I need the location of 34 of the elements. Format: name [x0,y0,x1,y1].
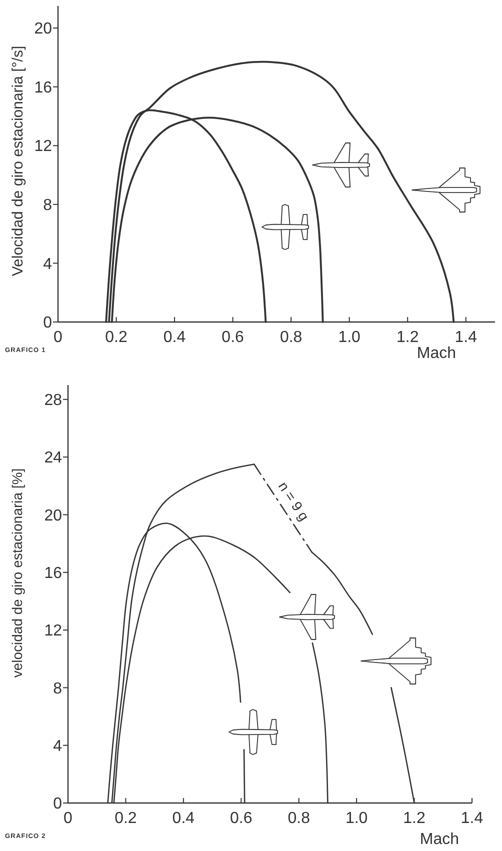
y-tick-label: 4 [43,256,52,273]
y-tick-label: 4 [53,738,62,755]
text: n = 9 g [275,478,312,524]
y-tick-label: 24 [44,450,62,467]
y-tick-label: 0 [53,796,62,813]
x-tick-label: 1.0 [338,329,361,346]
x-tick-label: 1.0 [345,810,368,827]
y-tick-label: 0 [43,314,52,332]
x-tick-label: 0 [64,810,73,827]
x-tick-label: 0.6 [222,329,244,346]
x-axis-title: Mach [416,345,456,362]
y-tick-label: 8 [53,680,62,698]
y-tick-label: 12 [44,622,62,640]
x-tick-label: 1.2 [403,810,426,827]
y-tick-label: 12 [34,138,52,156]
x-tick-label: 1.4 [460,810,484,827]
y-tick-label: 20 [34,20,52,38]
y-tick-label: 16 [34,79,52,96]
x-tick-label: 1.2 [396,329,419,346]
y-axis-title: Velocidad de giro estacionaria [°/s] [9,46,26,276]
y-tick-label: 28 [44,392,62,410]
y-tick-label: 8 [43,197,52,214]
x-tick-label: 0.2 [114,810,137,827]
y-tick-label: 16 [44,564,62,582]
x-tick-label: 0.8 [288,810,310,827]
x-tick-label: 1.4 [454,329,478,346]
x-tick-label: 0.6 [230,810,252,827]
x-tick-label: 0.8 [280,329,302,346]
x-axis-title: Mach [420,831,459,848]
y-tick-label: 20 [44,507,62,524]
x-tick-label: 0.4 [163,329,186,346]
x-tick-label: 0.2 [105,329,128,346]
x-tick-label: 0.4 [172,810,195,827]
y-axis-title: velocidad de giro estacionaria [%] [8,468,25,678]
